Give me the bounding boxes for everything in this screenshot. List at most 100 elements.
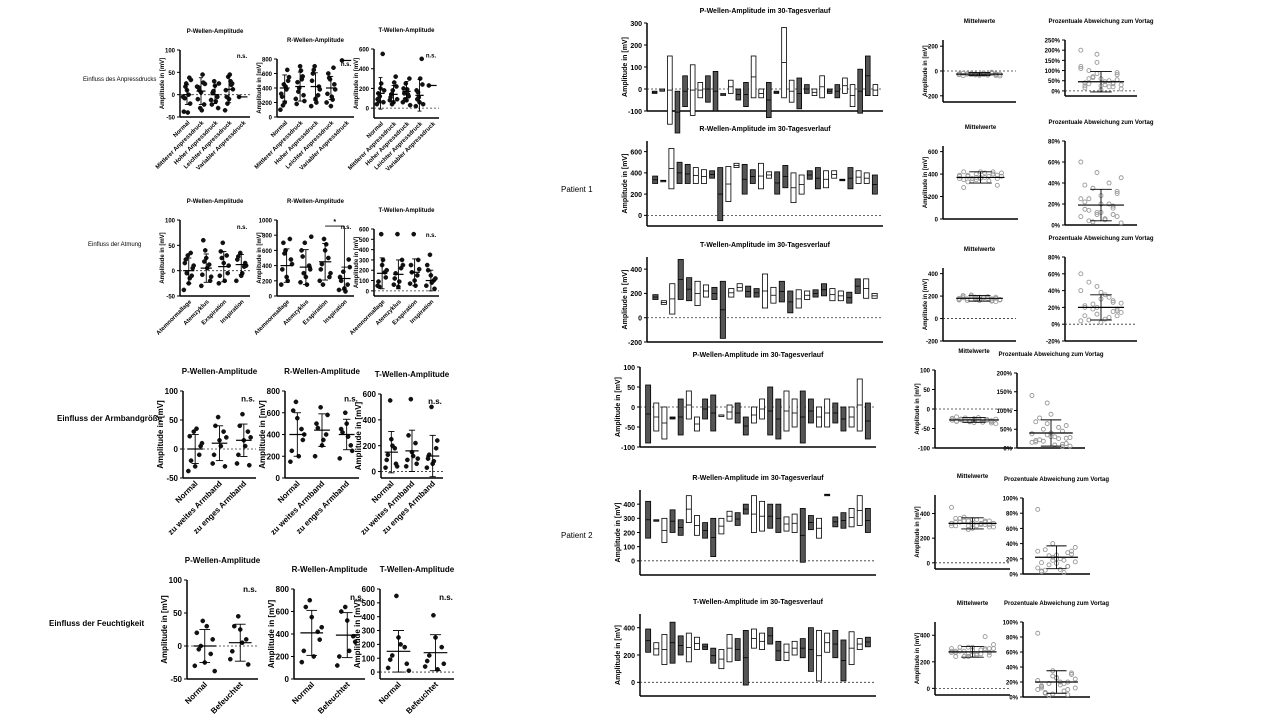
l1r-ylabel: Amplitude in [mV] (257, 62, 263, 113)
p2pa-point-0-10 (1056, 436, 1062, 442)
l4r-tick-label-2: 400 (276, 630, 290, 639)
l2r-point-3-0 (336, 287, 342, 293)
l2t-point-3-1 (427, 252, 433, 258)
l3p-point-1-8 (223, 435, 229, 440)
l1r-tick-label-2: 400 (262, 86, 273, 92)
l1r-tick-label-1: 200 (262, 101, 273, 107)
l3r-tick-label-0: 0 (276, 474, 281, 483)
p2t-ylabel: Amplitude in [mV] (615, 625, 622, 685)
l2r-tick-label-5: 1000 (259, 218, 273, 224)
l1r-point-3-2 (331, 65, 336, 71)
l4r-tick-label-1: 200 (276, 653, 290, 662)
l3t-tick-label-2: 400 (363, 416, 377, 425)
p1p-title: P-Wellen-Amplitude im 30-Tagesverlauf (700, 8, 831, 15)
p2tm-point-0-11 (949, 646, 954, 651)
p2ta-point-0-13 (1065, 692, 1071, 698)
p1ra-point-0-24 (1110, 205, 1116, 211)
p1ta-point-0-18 (1102, 316, 1108, 322)
p2ra-point-0-10 (1061, 557, 1067, 563)
l2r-point-2-2 (326, 255, 331, 261)
l2r-significance: * (333, 219, 336, 226)
l2p-tick-label-0: -50 (166, 294, 175, 300)
l4r-cat-label-0: Normal (290, 680, 316, 706)
l1t-tick-label-0: 0 (366, 107, 370, 113)
p2tm-point-0-17 (957, 648, 963, 654)
l3r-point-1-0 (312, 453, 318, 459)
p2pm-tick-label-4: 100 (920, 368, 931, 374)
l3r-annotation: n.s. (344, 394, 358, 403)
l3r-point-2-5 (349, 448, 355, 454)
l2r-point-2-1 (321, 236, 327, 242)
p2pm-point-0-19 (993, 416, 999, 422)
p1ta-point-0-11 (1078, 288, 1084, 294)
p2pa-point-0-20 (1040, 438, 1046, 444)
p2tm-point-0-27 (986, 646, 992, 651)
p2pm-tick-label-1: -50 (921, 427, 930, 433)
l2r-point-0-2 (287, 236, 293, 242)
p1ra-point-0-19 (1118, 175, 1124, 181)
p1r-ylabel: Amplitude in [mV] (622, 154, 629, 214)
l2p-ylabel: Amplitude in [mV] (160, 232, 166, 283)
p1a-point-0-0 (1078, 47, 1084, 53)
p2pa-point-0-21 (1056, 424, 1062, 430)
l3p-ylabel: Amplitude in [mV] (156, 400, 165, 469)
l2t-point-2-2 (415, 273, 420, 278)
p2tm-point-0-6 (957, 644, 963, 650)
p2ta-point-0-0 (1035, 630, 1041, 636)
p2pa-tick-label-0: 0% (1003, 446, 1012, 452)
l4t-point-1-5 (441, 661, 447, 667)
l1r-point-1-5 (301, 92, 306, 98)
p2rm-title: Mittelwerte (957, 474, 989, 480)
l3p-point-2-1 (240, 411, 245, 417)
p2ta-point-0-25 (1039, 685, 1044, 691)
l2t-point-1-8 (400, 262, 406, 268)
p2rm-point-0-11 (949, 523, 954, 529)
l1p-point-2-0 (208, 97, 214, 103)
l3r-point-0-5 (300, 437, 306, 443)
l4r-annotation: n.s. (350, 593, 364, 602)
p2t-title: T-Wellen-Amplitude im 30-Tagesverlauf (693, 599, 824, 606)
l3p-point-2-6 (237, 423, 243, 429)
l1p-point-2-2 (215, 94, 220, 100)
p1a-tick-label-1: 50% (1048, 79, 1061, 85)
l3t-point-1-2 (413, 440, 418, 446)
p1m-ylabel: Amplitude in [mV] (923, 45, 929, 96)
l4p-tick-label-1: 0 (178, 642, 183, 651)
p2pa-point-0-9 (1040, 426, 1046, 432)
l3r-point-2-1 (342, 410, 348, 416)
p1ra-point-0-22 (1078, 196, 1084, 202)
p2ra-point-0-16 (1069, 551, 1074, 557)
l2t-point-2-1 (411, 231, 417, 237)
l1r-point-2-3 (309, 78, 315, 84)
l1p-point-2-5 (215, 105, 221, 111)
p1a-point-0-22 (1078, 66, 1084, 71)
l4t-ylabel: Amplitude in [mV] (353, 599, 362, 668)
p2p-tick-label-2: 0 (631, 405, 635, 412)
p2ta-tick-label-2: 40% (1006, 665, 1019, 671)
p2pm-point-0-27 (989, 418, 994, 424)
l4t-tick-label-2: 200 (362, 641, 376, 650)
p2ra-point-0-0 (1035, 506, 1041, 512)
l3t-point-2-3 (425, 456, 431, 461)
p1ra-point-0-2 (1110, 212, 1116, 217)
l1p-point-0-5 (187, 101, 193, 106)
p2ra-point-0-24 (1065, 563, 1071, 569)
l1p-point-3-10 (228, 78, 233, 84)
p1tm-tick-label-3: 400 (928, 272, 939, 278)
p2ta-point-0-5 (1069, 672, 1074, 677)
l1r-tick-label-3: 600 (262, 72, 273, 78)
l1p-tick-label-1: 0 (172, 93, 176, 99)
l4t-point-0-6 (389, 653, 395, 658)
l2p-point-0-0 (181, 287, 187, 293)
l2r-point-3-6 (338, 278, 344, 284)
p1a-point-0-27 (1114, 77, 1120, 83)
l1t-point-0-8 (381, 88, 387, 93)
l4p-ylabel: Amplitude in [mV] (160, 595, 169, 664)
l3p-point-0-2 (196, 452, 202, 458)
p1a-point-0-14 (1082, 85, 1088, 91)
p1ta-point-0-8 (1118, 300, 1124, 306)
l2p-point-2-7 (222, 278, 228, 284)
l4t-point-0-8 (406, 668, 412, 674)
l4p-point-0-7 (204, 623, 210, 629)
p2rm-point-0-21 (978, 522, 984, 528)
